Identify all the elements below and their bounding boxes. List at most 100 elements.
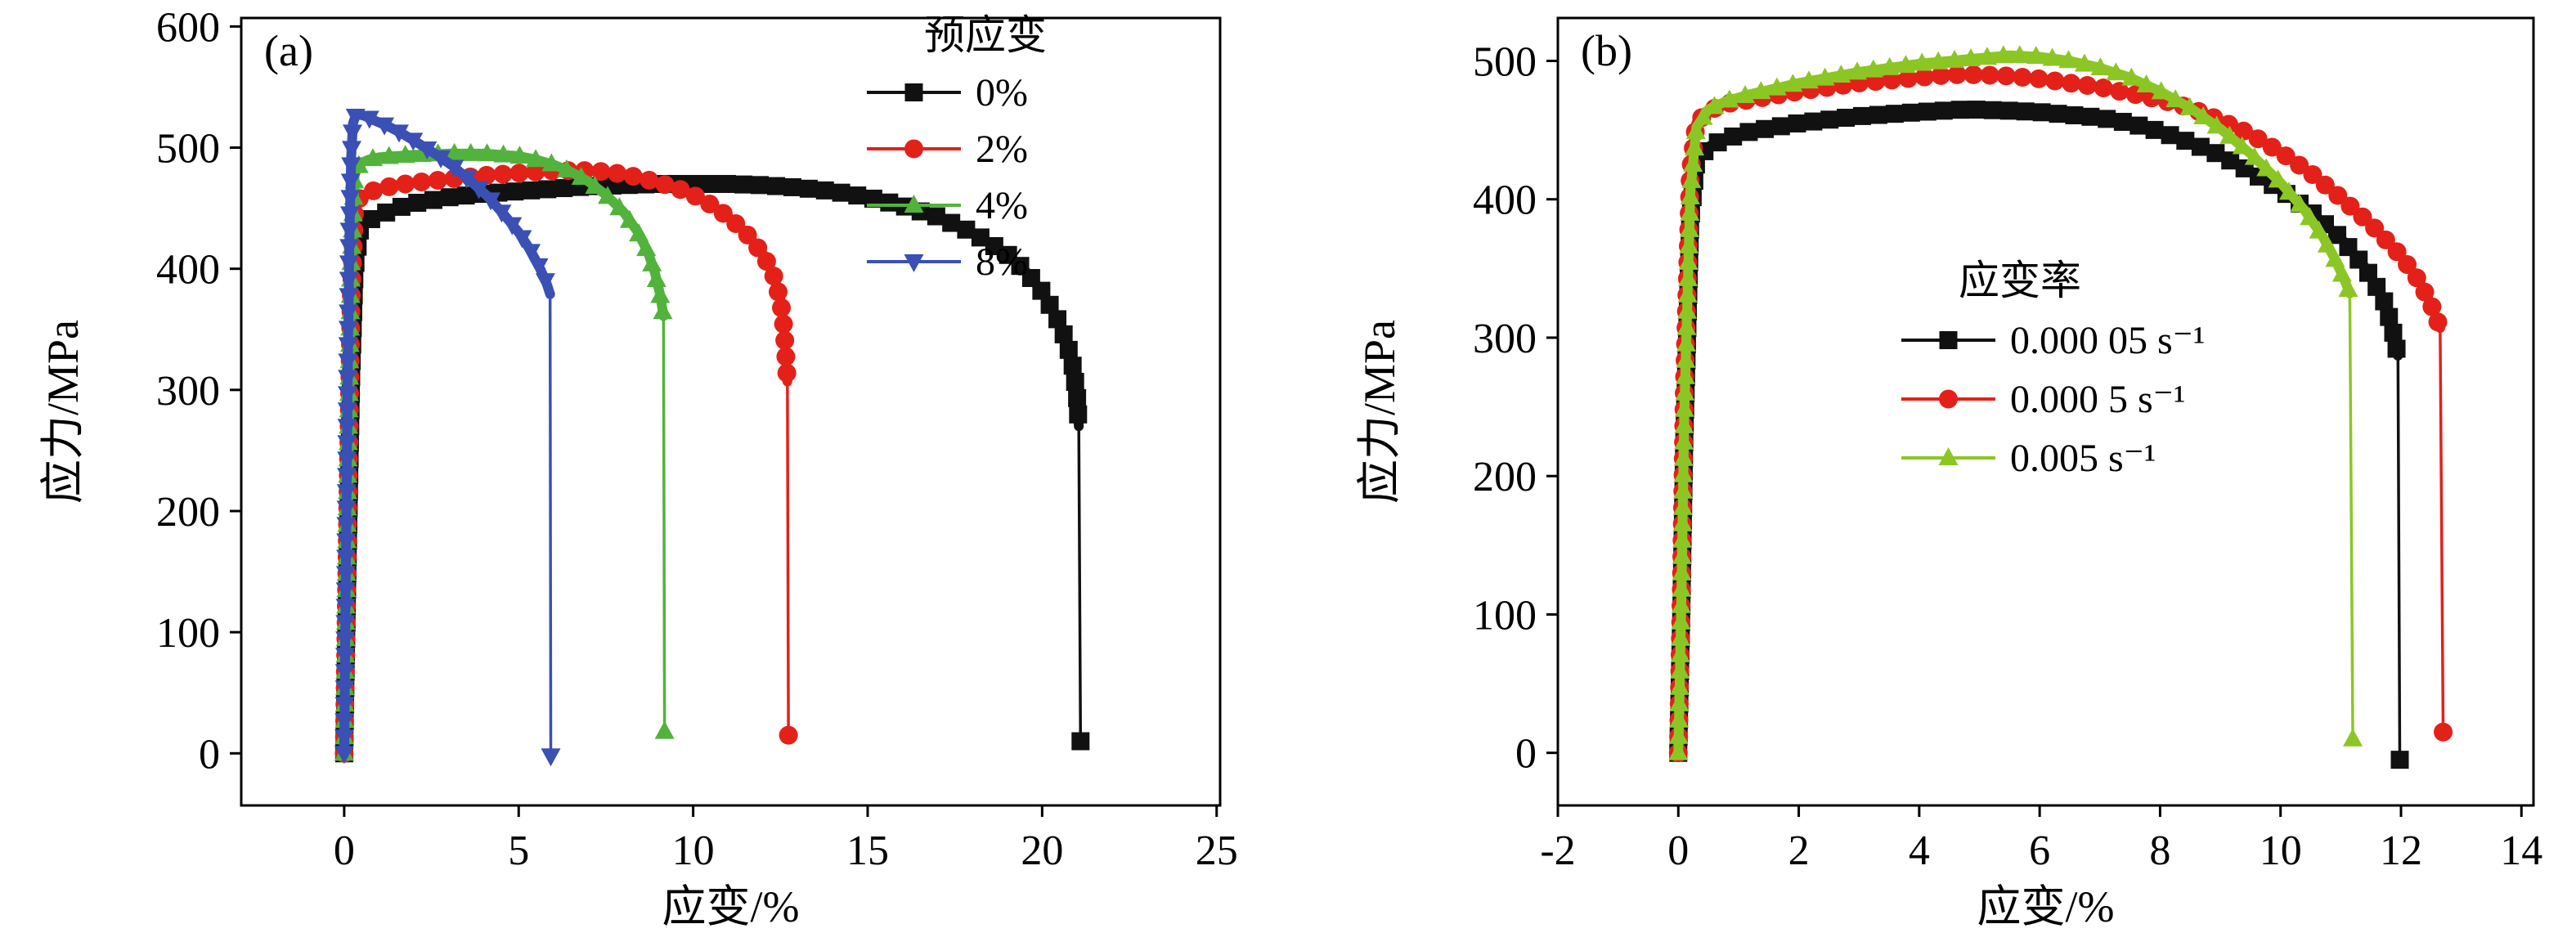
- y-tick-label: 400: [1473, 177, 1537, 224]
- data-marker: [2161, 126, 2179, 145]
- data-marker: [335, 599, 356, 617]
- data-marker: [1678, 251, 1699, 270]
- data-marker: [337, 419, 357, 437]
- data-marker: [2058, 50, 2079, 69]
- data-marker: [521, 244, 541, 262]
- data-marker: [1869, 105, 1887, 124]
- data-marker: [528, 258, 549, 276]
- data-marker: [1674, 431, 1694, 450]
- data-marker: [1883, 70, 1901, 90]
- y-tick-label: 0: [1515, 731, 1537, 778]
- data-marker: [339, 271, 359, 290]
- x-axis: 0 5 10 15 20 25: [334, 805, 1238, 874]
- data-marker: [1804, 112, 1823, 131]
- data-marker: [2029, 69, 2049, 88]
- data-marker: [2248, 129, 2268, 149]
- data-marker: [880, 193, 899, 212]
- plot-frame: [240, 16, 1222, 807]
- data-marker: [655, 175, 675, 195]
- data-marker: [2045, 71, 2065, 91]
- data-marker: [748, 238, 768, 258]
- series-line: [339, 148, 669, 759]
- y-tick-label: 500: [156, 126, 220, 173]
- data-marker: [1681, 169, 1702, 188]
- data-marker: [341, 141, 361, 159]
- legend-label: 0%: [976, 71, 1028, 114]
- fracture-drop-line: [548, 294, 553, 754]
- data-marker: [1931, 65, 1950, 85]
- data-marker: [339, 239, 360, 258]
- legend-label: 0.000 05 s⁻¹: [2010, 319, 2205, 362]
- data-marker: [2387, 339, 2406, 358]
- data-marker: [1863, 59, 1883, 78]
- legend-marker: [1938, 447, 1959, 465]
- data-marker: [340, 190, 361, 209]
- data-marker: [1783, 74, 1803, 92]
- data-marker: [2375, 292, 2394, 311]
- series-line: [339, 165, 792, 759]
- data-marker: [493, 164, 513, 184]
- data-marker: [535, 273, 555, 292]
- data-marker: [339, 288, 359, 307]
- data-marker: [848, 186, 867, 205]
- data-marker: [775, 330, 795, 350]
- data-marker: [2338, 279, 2358, 298]
- data-marker: [2331, 263, 2352, 282]
- data-marker: [2206, 115, 2227, 134]
- data-marker: [1063, 357, 1082, 375]
- data-marker: [1879, 56, 1900, 75]
- data-marker: [345, 108, 366, 127]
- data-marker: [1852, 106, 1871, 125]
- data-marker: [1668, 742, 1689, 760]
- data-marker: [738, 225, 757, 244]
- data-marker: [1040, 295, 1059, 314]
- series-line: [339, 179, 1084, 759]
- data-marker: [335, 566, 356, 585]
- data-marker: [2176, 132, 2195, 150]
- data-marker: [636, 238, 657, 257]
- data-marker: [379, 177, 399, 196]
- legend-title: 预应变: [924, 12, 1047, 58]
- data-marker: [1675, 366, 1695, 384]
- data-marker: [538, 180, 557, 199]
- data-marker: [337, 402, 357, 421]
- x-tick-label: 5: [508, 828, 529, 874]
- data-marker: [340, 173, 361, 192]
- data-marker: [1693, 106, 1713, 125]
- legend-label: 2%: [976, 128, 1028, 171]
- data-marker: [1980, 65, 1999, 85]
- data-marker: [2384, 323, 2403, 342]
- data-marker: [1928, 51, 1949, 70]
- data-marker: [364, 181, 384, 200]
- series-8%: [334, 108, 561, 767]
- x-axis-label: 应变/%: [1977, 882, 2115, 931]
- x-tick-label: 10: [672, 828, 715, 874]
- data-marker: [337, 386, 357, 405]
- data-marker: [337, 435, 357, 454]
- data-marker: [764, 267, 783, 286]
- data-marker: [359, 110, 379, 129]
- data-marker: [1704, 96, 1725, 114]
- data-marker: [2074, 53, 2094, 72]
- data-marker: [2026, 46, 2046, 65]
- data-marker: [2353, 207, 2372, 227]
- data-marker: [734, 175, 753, 194]
- data-marker: [338, 321, 358, 339]
- data-marker: [2387, 242, 2407, 262]
- data-marker: [541, 153, 562, 172]
- plot: -2 0 2 4 6 8 10 12 14 0 100 200 300 400 500 应变/% 应力/MPa (…: [1355, 16, 2542, 931]
- data-marker: [927, 207, 945, 226]
- y-axis-label: 应力/MPa: [1355, 320, 1404, 504]
- data-marker: [985, 237, 1003, 256]
- data-marker: [1967, 101, 1986, 119]
- data-marker: [702, 174, 720, 193]
- data-marker: [1674, 415, 1694, 433]
- plot: 0 5 10 15 20 25 0 100 200 300 400 500 600 应变/% 应力/MPa (…: [38, 4, 1238, 931]
- data-marker: [2165, 89, 2186, 108]
- data-marker: [392, 197, 411, 216]
- panel-b: -2 0 2 4 6 8 10 12 14 0 100 200 300 400 500 应变/% 应力/MPa (…: [1288, 0, 2576, 933]
- series-line: [1673, 104, 2403, 758]
- data-marker: [1685, 121, 1706, 140]
- data-marker: [1671, 627, 1691, 646]
- data-marker: [477, 165, 496, 185]
